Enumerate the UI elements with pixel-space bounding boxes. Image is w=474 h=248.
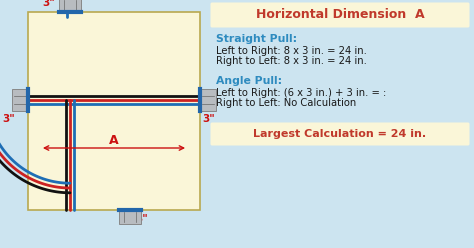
Bar: [200, 89, 216, 111]
Bar: [59, 0, 81, 12]
Text: 3": 3": [42, 0, 55, 8]
Text: Angle Pull:: Angle Pull:: [216, 76, 282, 86]
Text: 3": 3": [135, 214, 148, 224]
Text: Right to Left: No Calculation: Right to Left: No Calculation: [216, 98, 356, 108]
Text: A: A: [109, 134, 119, 148]
FancyBboxPatch shape: [210, 2, 470, 28]
Text: Left to Right: 8 x 3 in. = 24 in.: Left to Right: 8 x 3 in. = 24 in.: [216, 46, 367, 56]
Text: 3": 3": [202, 114, 215, 124]
Text: Left to Right: (6 x 3 in.) + 3 in. = :: Left to Right: (6 x 3 in.) + 3 in. = :: [216, 88, 386, 98]
FancyBboxPatch shape: [210, 123, 470, 146]
Bar: [28, 12, 200, 210]
Bar: [119, 210, 141, 224]
Text: Right to Left: 8 x 3 in. = 24 in.: Right to Left: 8 x 3 in. = 24 in.: [216, 56, 367, 66]
Text: 3": 3": [2, 114, 15, 124]
Bar: [12, 89, 28, 111]
Text: Horizontal Dimension  A: Horizontal Dimension A: [255, 8, 424, 22]
Text: Straight Pull:: Straight Pull:: [216, 34, 297, 44]
Text: Largest Calculation = 24 in.: Largest Calculation = 24 in.: [254, 129, 427, 139]
